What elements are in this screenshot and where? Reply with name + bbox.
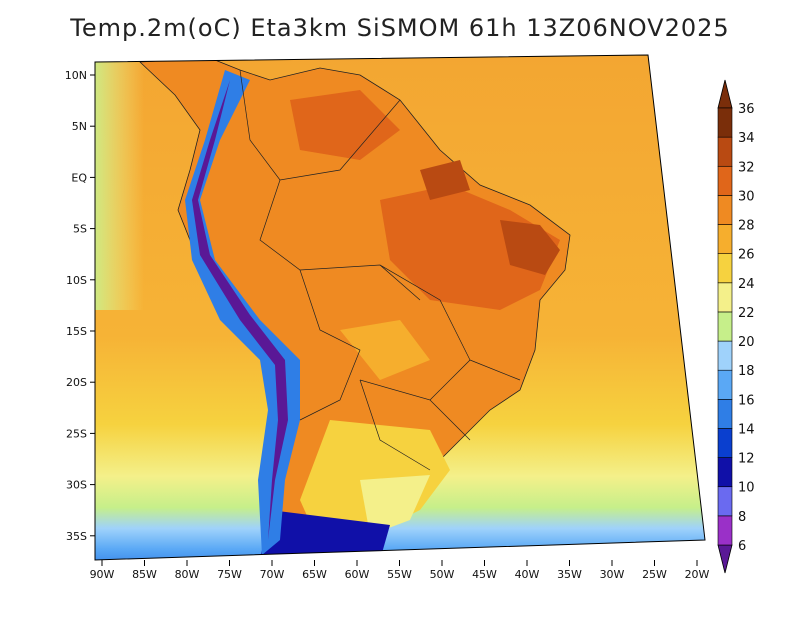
lon-tick-label: 45W [472,568,497,581]
lat-tick-label: 15S [66,325,87,338]
latitude-axis: 10N 5N EQ 5S 10S 15S 20S 25S 30S 35S [65,69,95,543]
lon-tick-label: 35W [557,568,582,581]
colorbar-swatch [717,399,733,429]
hot-spot-amazon [420,160,470,200]
lat-tick-label: 10N [65,69,87,82]
colorbar-label: 34 [738,131,755,146]
colorbar-swatch [717,136,733,167]
colorbar-label: 14 [738,422,755,437]
hot-region-north [290,90,400,160]
colorbar-label: 22 [738,306,755,321]
colorbar-swatch [717,195,733,225]
lon-tick-label: 50W [430,568,455,581]
lon-tick-label: 25W [642,568,667,581]
colorbar-label: 24 [738,277,755,292]
lon-tick-label: 75W [217,568,242,581]
warm-patch [340,320,430,380]
colorbar-swatch [717,369,733,400]
lat-tick-label: 20S [66,376,87,389]
colorbar-swatch [717,311,733,342]
lat-tick-label: 5S [73,223,87,236]
colorbar-swatch [717,340,733,371]
colorbar-swatch [717,486,733,517]
lon-tick-label: 30W [600,568,625,581]
colorbar-swatch [717,515,733,546]
colorbar-label: 6 [738,539,746,554]
colorbar-swatch [717,107,733,138]
colorbar-label: 10 [738,481,755,496]
colorbar-swatch [717,253,733,284]
lat-tick-label: 30S [66,479,87,492]
lon-tick-label: 55W [387,568,412,581]
map-title: Temp.2m(oC) Eta3km SiSMOM 61h 13Z06NOV20… [70,14,730,42]
lat-tick-label: EQ [71,171,87,184]
lon-tick-label: 65W [302,568,327,581]
colorbar-swatch [717,457,733,488]
lat-tick-label: 10S [66,274,87,287]
andes-peaks [192,80,288,540]
lat-tick-label: 25S [66,427,87,440]
colorbar-bottom-arrow [717,544,733,574]
very-hot-region [500,220,560,275]
colorbar-label: 26 [738,248,755,263]
map-field [95,55,705,560]
hot-region-northeast [380,185,560,310]
colorbar-label: 36 [738,102,755,117]
colorbar-swatch [717,165,733,196]
colorbar-label: 18 [738,364,755,379]
lat-tick-label: 5N [72,120,87,133]
colorbar: 6 8 10 12 14 16 18 20 22 24 26 28 30 32 34 36 [717,79,755,574]
colorbar-label: 32 [738,160,755,175]
colorbar-label: 30 [738,189,755,204]
lon-tick-label: 70W [260,568,285,581]
colorbar-swatch [717,428,733,458]
domain-frame [94,54,706,561]
lon-tick-label: 20W [685,568,710,581]
uruguay-region [360,475,430,535]
colorbar-label: 28 [738,219,755,234]
lon-tick-label: 85W [132,568,157,581]
patagonia-cold [260,510,390,560]
longitude-axis: 90W 85W 80W 75W 70W 65W 60W 55W 50W 45W 40W 35W 30W 2… [90,560,710,581]
lon-tick-label: 60W [345,568,370,581]
lon-tick-label: 80W [175,568,200,581]
lon-tick-label: 90W [90,568,115,581]
colorbar-swatch [717,282,733,313]
colorbar-swatch [717,224,733,254]
colorbar-top-arrow [717,79,733,109]
colorbar-label: 20 [738,335,755,350]
colorbar-label: 8 [738,510,746,525]
lat-tick-label: 35S [66,530,87,543]
colorbar-label: 12 [738,452,755,467]
pacific-cool-zone [95,55,180,310]
lon-tick-label: 40W [515,568,540,581]
colorbar-label: 16 [738,393,755,408]
country-borders [239,69,521,471]
